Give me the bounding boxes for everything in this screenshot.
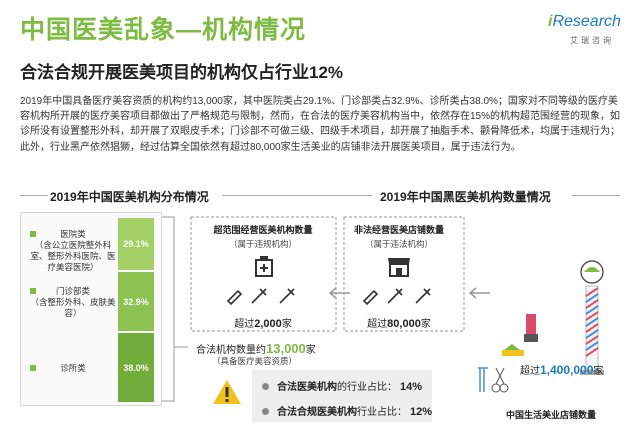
divider [20,195,48,196]
dashed-frame [190,216,465,332]
category-label: 诊所类 [30,363,116,374]
intro-paragraph: 2019年中国具备医疗美容资质的机构约13,000家，其中医院类占29.1%、门… [20,96,621,153]
iresearch-logo: iResearch 艾瑞咨询 [546,13,628,53]
category-bullet [30,230,36,237]
category-label: 门诊部类 （含整形外科、皮肤美容） [30,286,116,319]
bar-value-label: 38.0% [123,362,149,373]
category-label: 医院类 （含公立医院整外科室、整形外科医院、医疗美容医院） [30,229,116,273]
over-scope-title: 超范围经营医美机构数量 [213,225,313,235]
arrow-icon [328,287,350,299]
right-section-title: 2019年中国黑医美机构数量情况 [380,190,551,204]
arrow-icon [468,287,490,299]
category-labels: 医院类 （含公立医院整外科室、整形外科医院、医疗美容医院） 门诊部类 （含整形外科、皮… [24,218,116,404]
medical-tools-icon [226,288,295,305]
divider [572,195,620,196]
shop-icon [388,258,410,277]
bracket-line [162,216,188,402]
page-title: 中国医美乱象—机构情况 [20,16,307,44]
illegal-count: 超过80,000家 [367,318,431,330]
logo-cn: 艾瑞咨询 [570,36,614,45]
left-section-title: 2019年中国医美机构分布情况 [50,190,209,204]
warning-icon [213,380,241,404]
beauty-caption: 中国生活美业店铺数量 [505,410,596,420]
legal-note: （具备医疗美容资质） [212,356,298,366]
illegal-note: （属于违法机构） [364,239,433,249]
category-name: 门诊部类 [55,286,90,296]
bar-segment-2: 32.9% [118,272,154,331]
stat-compliant: 合法合规医美机构行业占比： 12% [262,403,432,418]
divider [222,195,372,196]
category-name: 医院类 [60,228,86,239]
bar-value-label: 32.9% [123,296,149,307]
over-scope-count: 超过2,000家 [234,318,292,330]
category-subtext: （含整形外科、皮肤美容） [30,297,116,318]
over-scope-note: （属于违规机构） [228,239,297,249]
stacked-bar: 29.1% 32.9% 38.0% [118,218,154,404]
category-bullet [30,288,36,294]
medical-tools-icon [362,288,431,305]
hospital-icon [255,256,273,277]
category-bullet [30,365,36,371]
category-name: 诊所类 [60,363,86,373]
bar-value-label: 29.1% [123,239,149,249]
category-subtext: （含公立医院整外科室、整形外科医院、医疗美容医院） [30,239,116,272]
page-subtitle: 合法合规开展医美项目的机构仅占行业12% [20,63,344,82]
legal-count: 合法机构数量约13,000家 [196,341,316,356]
bar-segment-1: 29.1% [118,218,154,270]
beauty-count: 超过1,400,000家 [520,363,604,377]
illegal-title: 非法经营医美店铺数量 [353,225,444,235]
stats-panel [252,370,432,422]
bar-segment-3: 38.0% [118,333,154,402]
stat-legal: 合法医美机构的行业占比： 14% [262,378,422,393]
beauty-salon-illustration [478,260,604,393]
logo-brand: iResearch [548,13,621,30]
